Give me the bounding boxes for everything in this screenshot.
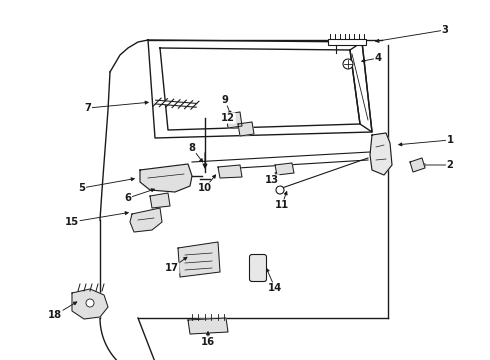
Polygon shape: [275, 163, 294, 175]
Polygon shape: [188, 318, 228, 334]
Text: 15: 15: [65, 217, 79, 227]
Polygon shape: [370, 133, 392, 175]
Text: 17: 17: [165, 263, 179, 273]
Text: 3: 3: [441, 25, 448, 35]
Text: 9: 9: [221, 95, 228, 105]
Text: 2: 2: [446, 160, 453, 170]
Text: 6: 6: [124, 193, 131, 203]
Polygon shape: [410, 158, 425, 172]
Text: 12: 12: [221, 113, 235, 123]
Polygon shape: [178, 242, 220, 277]
Circle shape: [343, 59, 353, 69]
Text: 1: 1: [446, 135, 454, 145]
Text: 7: 7: [85, 103, 92, 113]
Text: 5: 5: [78, 183, 85, 193]
Circle shape: [86, 299, 94, 307]
Text: 8: 8: [189, 143, 196, 153]
Circle shape: [276, 186, 284, 194]
Polygon shape: [150, 193, 170, 208]
Text: 11: 11: [275, 200, 289, 210]
Polygon shape: [218, 165, 242, 178]
Text: 14: 14: [268, 283, 282, 293]
Polygon shape: [130, 208, 162, 232]
Text: 4: 4: [374, 53, 382, 63]
Polygon shape: [226, 112, 242, 128]
Text: 16: 16: [201, 337, 215, 347]
Polygon shape: [140, 164, 192, 192]
Polygon shape: [72, 289, 108, 319]
Text: 10: 10: [198, 183, 212, 193]
Polygon shape: [238, 122, 254, 136]
Bar: [328, 39, 366, 45]
Text: 13: 13: [265, 175, 279, 185]
FancyBboxPatch shape: [249, 255, 267, 282]
Text: 18: 18: [48, 310, 62, 320]
